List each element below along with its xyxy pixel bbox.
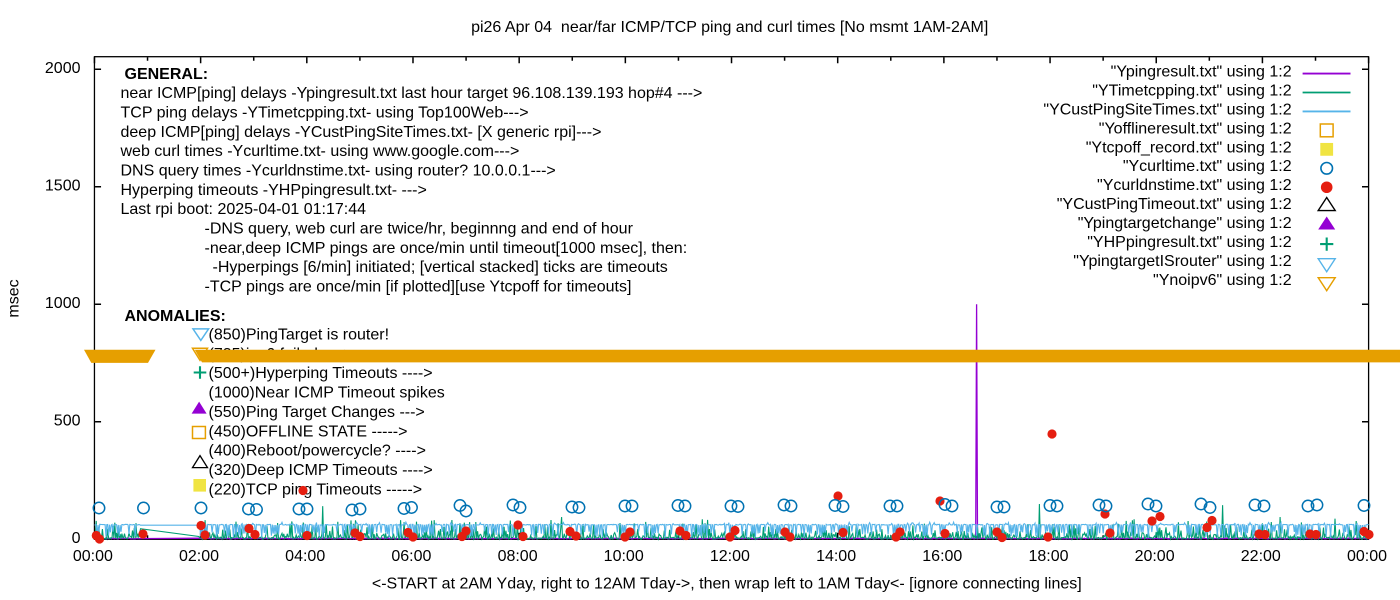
svg-text:-near,deep ICMP pings are once: -near,deep ICMP pings are once/min until…	[205, 240, 688, 257]
svg-text:12:00: 12:00	[710, 548, 750, 565]
svg-text:-TCP pings are once/min [if pl: -TCP pings are once/min [if plotted][use…	[205, 279, 632, 296]
svg-text:500: 500	[54, 412, 81, 429]
svg-text:ANOMALIES:: ANOMALIES:	[125, 308, 226, 325]
svg-text:18:00: 18:00	[1028, 548, 1068, 565]
svg-text:0: 0	[72, 530, 81, 547]
svg-text:-DNS query, web curl are twice: -DNS query, web curl are twice/hr, begin…	[205, 221, 634, 238]
svg-text:near ICMP[ping] delays -Ypingr: near ICMP[ping] delays -Ypingresult.txt …	[121, 85, 703, 102]
svg-text:1000: 1000	[45, 295, 81, 312]
svg-text:"Ycurldnstime.txt" using 1:2: "Ycurldnstime.txt" using 1:2	[1097, 177, 1292, 194]
svg-text:(400)Reboot/powercycle? ---->: (400)Reboot/powercycle? ---->	[209, 443, 426, 460]
svg-text:web curl times -Ycurltime.txt-: web curl times -Ycurltime.txt- using www…	[120, 143, 520, 160]
svg-text:<-START at 2AM Yday, right to: <-START at 2AM Yday, right to 12AM Tday-…	[372, 575, 1082, 592]
svg-text:"Ytcpoff_record.txt" using 1:2: "Ytcpoff_record.txt" using 1:2	[1086, 139, 1292, 156]
svg-text:(320)Deep ICMP Timeouts ---->: (320)Deep ICMP Timeouts ---->	[209, 462, 433, 479]
svg-text:(500+)Hyperping Timeouts ---->: (500+)Hyperping Timeouts ---->	[209, 365, 433, 382]
svg-text:Last rpi boot: 2025-04-01 01:1: Last rpi boot: 2025-04-01 01:17:44	[121, 201, 367, 218]
svg-text:(1000)Near ICMP Timeout spikes: (1000)Near ICMP Timeout spikes	[209, 385, 445, 402]
svg-text:pi26 Apr 04 near/far ICMP/TCP: pi26 Apr 04 near/far ICMP/TCP ping and c…	[471, 19, 988, 36]
svg-text:"Yofflineresult.txt" using 1:2: "Yofflineresult.txt" using 1:2	[1099, 120, 1292, 137]
svg-text:1500: 1500	[45, 177, 81, 194]
svg-text:"YCustPingTimeout.txt" using 1: "YCustPingTimeout.txt" using 1:2	[1057, 196, 1292, 213]
svg-text:(850)PingTarget is router!: (850)PingTarget is router!	[209, 327, 390, 344]
svg-text:2000: 2000	[45, 60, 81, 77]
svg-text:"Ypingresult.txt" using 1:2: "Ypingresult.txt" using 1:2	[1111, 64, 1292, 81]
svg-text:"YHPpingresult.txt" using 1:2: "YHPpingresult.txt" using 1:2	[1087, 234, 1291, 251]
svg-text:02:00: 02:00	[179, 548, 219, 565]
svg-text:GENERAL:: GENERAL:	[125, 66, 209, 83]
svg-text:06:00: 06:00	[391, 548, 431, 565]
svg-text:00:00: 00:00	[73, 548, 113, 565]
svg-text:"Ycurltime.txt" using 1:2: "Ycurltime.txt" using 1:2	[1123, 158, 1292, 175]
svg-text:"YTimetcpping.txt" using 1:2: "YTimetcpping.txt" using 1:2	[1092, 83, 1291, 100]
svg-text:08:00: 08:00	[498, 548, 538, 565]
svg-text:16:00: 16:00	[922, 548, 962, 565]
svg-text:Hyperping timeouts -YHPpingres: Hyperping timeouts -YHPpingresult.txt- -…	[121, 182, 427, 199]
svg-text:(450)OFFLINE STATE ----->: (450)OFFLINE STATE ----->	[209, 423, 408, 440]
svg-text:msec: msec	[5, 279, 22, 317]
svg-text:04:00: 04:00	[285, 548, 325, 565]
svg-text:14:00: 14:00	[816, 548, 856, 565]
svg-text:"YpingtargetISrouter" using 1:: "YpingtargetISrouter" using 1:2	[1073, 253, 1291, 270]
svg-text:"Ynoipv6" using 1:2: "Ynoipv6" using 1:2	[1153, 272, 1292, 289]
svg-text:(220)TCP ping Timeouts ----->: (220)TCP ping Timeouts ----->	[209, 481, 423, 498]
svg-text:20:00: 20:00	[1135, 548, 1175, 565]
svg-text:22:00: 22:00	[1241, 548, 1281, 565]
svg-text:00:00: 00:00	[1347, 548, 1387, 565]
svg-text:DNS query times -Ycurldnstime.: DNS query times -Ycurldnstime.txt- using…	[121, 163, 556, 180]
svg-text:(550)Ping Target Changes --->: (550)Ping Target Changes --->	[209, 404, 425, 421]
svg-text:deep ICMP[ping] delays -YCustP: deep ICMP[ping] delays -YCustPingSiteTim…	[121, 124, 602, 141]
svg-text:TCP ping delays -YTimetcpping.: TCP ping delays -YTimetcpping.txt- using…	[121, 105, 529, 122]
svg-text:10:00: 10:00	[604, 548, 644, 565]
svg-text:-Hyperpings [6/min] initiated;: -Hyperpings [6/min] initiated; [vertical…	[213, 259, 668, 276]
svg-text:"YCustPingSiteTimes.txt" using: "YCustPingSiteTimes.txt" using 1:2	[1043, 101, 1291, 118]
svg-text:"Ypingtargetchange" using 1:2: "Ypingtargetchange" using 1:2	[1078, 215, 1292, 232]
